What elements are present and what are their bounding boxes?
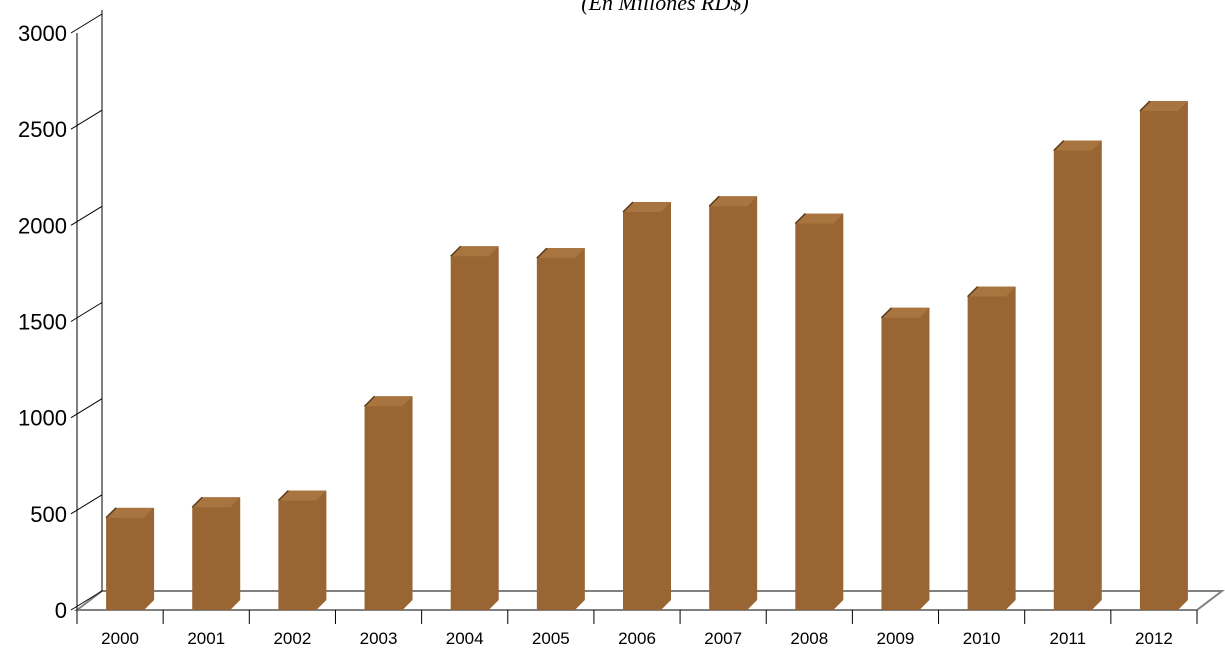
bar-face: [278, 490, 327, 610]
y-tick-label: 3000: [18, 21, 67, 46]
bar-face: [881, 307, 930, 610]
bar-face: [450, 246, 499, 610]
bar-face: [1053, 140, 1102, 610]
bar: [708, 195, 758, 610]
chart-subtitle: (En Millones RD$): [581, 0, 748, 15]
bar-face: [709, 196, 758, 610]
bar-edge: [450, 245, 462, 257]
bar: [1139, 100, 1188, 610]
y-tick-mark: [70, 398, 103, 419]
bar: [967, 286, 1016, 610]
bar: [450, 245, 499, 610]
y-tick-label: 2500: [18, 117, 67, 142]
bar-top: [278, 490, 327, 501]
y-tick-mark: [70, 590, 103, 611]
bar-face: [795, 213, 844, 610]
x-tick-label: 2001: [187, 629, 225, 648]
bar-edge: [708, 195, 720, 207]
bar: [794, 213, 844, 610]
x-tick-label: 2010: [963, 629, 1001, 648]
bar: [364, 395, 413, 610]
bar: [880, 307, 930, 610]
bar: [622, 201, 671, 611]
bar-face: [536, 248, 585, 610]
x-tick-label: 2002: [273, 629, 311, 648]
y-tick-label: 0: [55, 598, 67, 623]
bar-top: [106, 507, 155, 518]
bar-face: [967, 286, 1016, 610]
bar-top: [1053, 140, 1102, 151]
bar-top: [795, 213, 844, 224]
bar: [277, 489, 327, 610]
bar-top: [881, 307, 930, 318]
x-tick-labels: 2000 2001 2002 2003 2004 2005 2006 2007 2008 2009…: [101, 629, 1173, 648]
bar-face: [623, 202, 671, 611]
bar-edge: [105, 507, 117, 519]
bar-top: [536, 248, 585, 259]
bar-top: [192, 497, 241, 508]
bar-top: [709, 196, 758, 207]
x-tick-label: 2000: [101, 629, 139, 648]
bar-top: [1139, 101, 1188, 112]
x-tick-label: 2011: [1049, 629, 1086, 648]
x-tick-label: 2006: [618, 629, 656, 648]
bar-top: [364, 396, 413, 407]
bar-top: [450, 246, 499, 257]
bar: [536, 247, 585, 610]
bar: [1053, 139, 1102, 610]
x-tick-label: 2004: [446, 629, 484, 648]
bar-face: [106, 507, 155, 610]
bar-edge: [536, 247, 548, 259]
x-tick-label: 2005: [532, 629, 570, 648]
bar-edge: [880, 307, 892, 319]
y-tick-labels: 0 500 1000 1500 2000 2500 3000: [18, 21, 67, 623]
y-tick-mark: [70, 494, 103, 515]
bar-edge: [191, 496, 203, 508]
x-tick-label: 2009: [877, 629, 915, 648]
bars: [105, 100, 1188, 611]
bar-edge: [277, 489, 289, 502]
bar: [105, 507, 155, 610]
y-tick-label: 1000: [18, 406, 67, 431]
x-tick-label: 2007: [704, 629, 742, 648]
bar-edge: [1053, 139, 1065, 152]
bar-top: [623, 202, 671, 213]
y-tick-label: 2000: [18, 213, 67, 238]
bar-edge: [364, 395, 376, 407]
bar-face: [1139, 101, 1188, 610]
y-tick-label: 500: [30, 502, 67, 527]
bar: [191, 496, 241, 610]
y-tick-mark: [70, 13, 103, 34]
bar-edge: [622, 201, 634, 213]
bar-face: [192, 497, 241, 610]
y-tick-mark: [70, 109, 103, 130]
bar-edge: [794, 213, 806, 225]
x-tick-label: 2003: [360, 629, 398, 648]
x-tick-label: 2008: [790, 629, 828, 648]
bar-edge: [1139, 100, 1151, 112]
y-tick-label: 1500: [18, 310, 67, 335]
y-tick-mark: [70, 205, 103, 226]
bar-top: [967, 286, 1016, 297]
bar-edge: [967, 286, 979, 298]
bar-face: [364, 396, 413, 610]
x-tick-label: 2012: [1135, 629, 1173, 648]
y-tick-mark: [70, 302, 103, 322]
